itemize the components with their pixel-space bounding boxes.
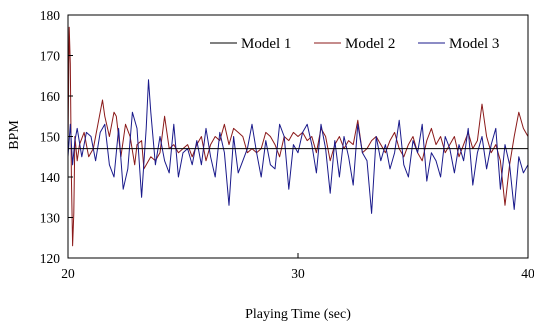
y-tick-label: 130: [40, 211, 61, 226]
y-axis-title: BPM: [7, 120, 22, 150]
axes: 120 130 140 150 160 170 180 20 30 40: [40, 8, 534, 281]
legend-label: Model 3: [449, 36, 499, 52]
series-line-model-3: [67, 79, 529, 214]
y-tick-label: 120: [40, 251, 61, 266]
legend: Model 1 Model 2 Model 3: [210, 36, 499, 52]
legend-label: Model 1: [241, 36, 291, 52]
x-tick-label: 40: [521, 266, 534, 281]
legend-label: Model 2: [345, 36, 395, 52]
y-tick-label: 170: [40, 49, 61, 64]
y-tick-label: 140: [40, 170, 61, 185]
series-line-model-2: [67, 26, 529, 247]
x-axis-title: Playing Time (sec): [245, 307, 351, 322]
plot-area: [67, 26, 529, 247]
x-tick-label: 30: [291, 266, 305, 281]
y-tick-label: 160: [40, 89, 61, 104]
y-tick-label: 180: [40, 8, 61, 23]
y-tick-label: 150: [40, 130, 61, 145]
x-tick-label: 20: [61, 266, 75, 281]
